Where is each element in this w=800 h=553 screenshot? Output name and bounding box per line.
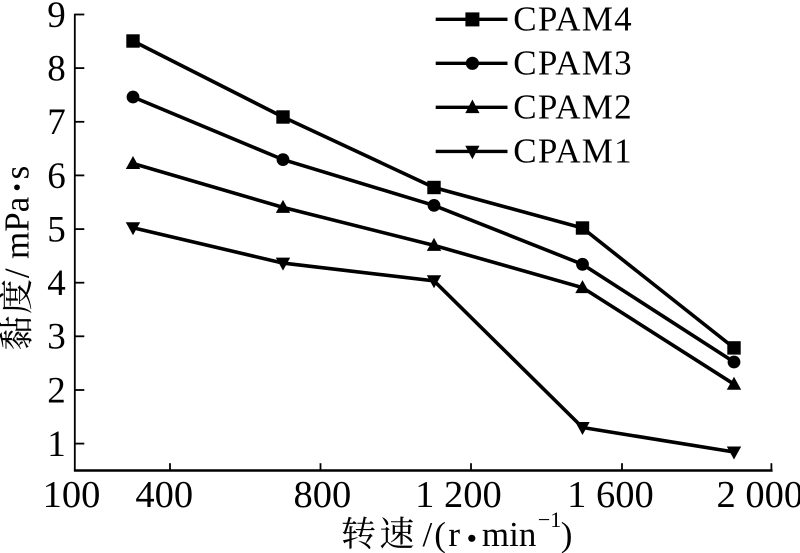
svg-text:): ) <box>561 515 573 553</box>
svg-text:mPa: mPa <box>0 196 37 259</box>
svg-text:CPAM4: CPAM4 <box>513 0 633 38</box>
svg-text:100: 100 <box>43 474 101 516</box>
svg-text:4: 4 <box>47 263 66 304</box>
svg-text:1: 1 <box>47 424 66 465</box>
svg-text:5: 5 <box>47 210 66 251</box>
svg-text:r: r <box>448 515 460 553</box>
svg-text:CPAM3: CPAM3 <box>513 43 633 82</box>
svg-text:9: 9 <box>47 0 66 36</box>
svg-text:(: ( <box>434 515 446 553</box>
svg-text:1 200: 1 200 <box>415 474 502 516</box>
svg-text:8: 8 <box>47 49 66 90</box>
svg-text:/: / <box>423 515 433 553</box>
svg-text:800: 800 <box>294 474 352 516</box>
svg-text:6: 6 <box>47 156 66 197</box>
svg-text:min: min <box>482 515 536 553</box>
svg-text:2: 2 <box>47 370 66 411</box>
svg-text:3: 3 <box>47 317 66 358</box>
svg-text:2 000: 2 000 <box>716 474 800 516</box>
svg-text:CPAM2: CPAM2 <box>513 87 633 126</box>
svg-text:400: 400 <box>135 474 193 516</box>
svg-text:−1: −1 <box>538 507 561 532</box>
svg-text:7: 7 <box>47 102 66 143</box>
svg-text:/: / <box>0 268 37 278</box>
svg-text:1 600: 1 600 <box>567 474 654 516</box>
svg-text:CPAM1: CPAM1 <box>513 131 633 170</box>
svg-text:s: s <box>0 166 37 180</box>
